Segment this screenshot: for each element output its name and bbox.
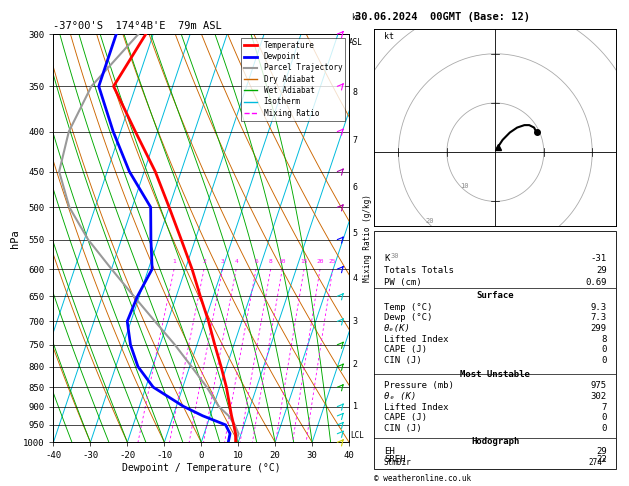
- Text: 299: 299: [591, 324, 607, 333]
- Text: LCL: LCL: [350, 431, 364, 440]
- Text: 8: 8: [601, 335, 607, 344]
- Text: ASL: ASL: [348, 38, 362, 47]
- Text: SREH: SREH: [384, 455, 406, 464]
- Text: 0: 0: [601, 356, 607, 365]
- Text: Totals Totals: Totals Totals: [384, 266, 454, 275]
- Text: -31: -31: [591, 254, 607, 263]
- Text: 29: 29: [596, 447, 607, 456]
- Text: 3: 3: [353, 317, 358, 327]
- Text: 1: 1: [172, 259, 176, 264]
- Text: 4: 4: [234, 259, 238, 264]
- Text: 1: 1: [353, 401, 358, 411]
- Text: 20: 20: [426, 218, 434, 224]
- Text: 0: 0: [601, 413, 607, 422]
- Text: CAPE (J): CAPE (J): [384, 413, 427, 422]
- Text: 10: 10: [460, 183, 469, 189]
- Text: Dewp (°C): Dewp (°C): [384, 313, 432, 322]
- Text: PW (cm): PW (cm): [384, 278, 421, 287]
- Text: © weatheronline.co.uk: © weatheronline.co.uk: [374, 474, 471, 483]
- Text: 5: 5: [353, 229, 358, 238]
- Text: kt: kt: [384, 32, 394, 41]
- Text: 10: 10: [279, 259, 286, 264]
- Text: 30: 30: [391, 254, 399, 260]
- Text: 29: 29: [596, 266, 607, 275]
- Text: km: km: [351, 13, 360, 22]
- Text: 7: 7: [353, 136, 358, 145]
- Text: 4: 4: [353, 274, 358, 283]
- Text: 2: 2: [353, 360, 358, 369]
- Text: 20: 20: [316, 259, 324, 264]
- Text: 15: 15: [300, 259, 308, 264]
- Text: 302: 302: [591, 392, 607, 401]
- Text: θₑ(K): θₑ(K): [384, 324, 411, 333]
- Text: StmDir: StmDir: [384, 458, 412, 467]
- Text: 25: 25: [329, 259, 337, 264]
- Text: CAPE (J): CAPE (J): [384, 346, 427, 354]
- Text: Lifted Index: Lifted Index: [384, 335, 448, 344]
- Text: Temp (°C): Temp (°C): [384, 303, 432, 312]
- Text: 8: 8: [353, 87, 358, 97]
- Text: Surface: Surface: [477, 291, 514, 300]
- Text: -37°00'S  174°4B'E  79m ASL: -37°00'S 174°4B'E 79m ASL: [53, 21, 222, 31]
- Text: Pressure (mb): Pressure (mb): [384, 381, 454, 390]
- Text: CIN (J): CIN (J): [384, 356, 421, 365]
- Text: Lifted Index: Lifted Index: [384, 402, 448, 412]
- Text: 6: 6: [353, 183, 358, 192]
- Text: 30.06.2024  00GMT (Base: 12): 30.06.2024 00GMT (Base: 12): [355, 12, 530, 22]
- Y-axis label: hPa: hPa: [10, 229, 20, 247]
- Legend: Temperature, Dewpoint, Parcel Trajectory, Dry Adiabat, Wet Adiabat, Isotherm, Mi: Temperature, Dewpoint, Parcel Trajectory…: [241, 38, 345, 121]
- Text: 8: 8: [269, 259, 272, 264]
- Text: 0: 0: [601, 346, 607, 354]
- Text: Hodograph: Hodograph: [471, 437, 520, 446]
- Text: 6: 6: [254, 259, 258, 264]
- Text: 22: 22: [596, 455, 607, 464]
- Text: 7: 7: [601, 402, 607, 412]
- Text: 7.3: 7.3: [591, 313, 607, 322]
- Text: θₑ (K): θₑ (K): [384, 392, 416, 401]
- Text: 0.69: 0.69: [585, 278, 607, 287]
- Text: 9.3: 9.3: [591, 303, 607, 312]
- Text: 975: 975: [591, 381, 607, 390]
- Text: 0: 0: [601, 424, 607, 433]
- Text: Most Unstable: Most Unstable: [460, 370, 530, 380]
- Text: Mixing Ratio (g/kg): Mixing Ratio (g/kg): [363, 194, 372, 282]
- Text: EH: EH: [384, 447, 394, 456]
- Text: 2: 2: [202, 259, 206, 264]
- Text: CIN (J): CIN (J): [384, 424, 421, 433]
- Text: 3: 3: [221, 259, 225, 264]
- Text: 274°: 274°: [588, 458, 607, 467]
- Text: K: K: [384, 254, 389, 263]
- X-axis label: Dewpoint / Temperature (°C): Dewpoint / Temperature (°C): [122, 463, 281, 473]
